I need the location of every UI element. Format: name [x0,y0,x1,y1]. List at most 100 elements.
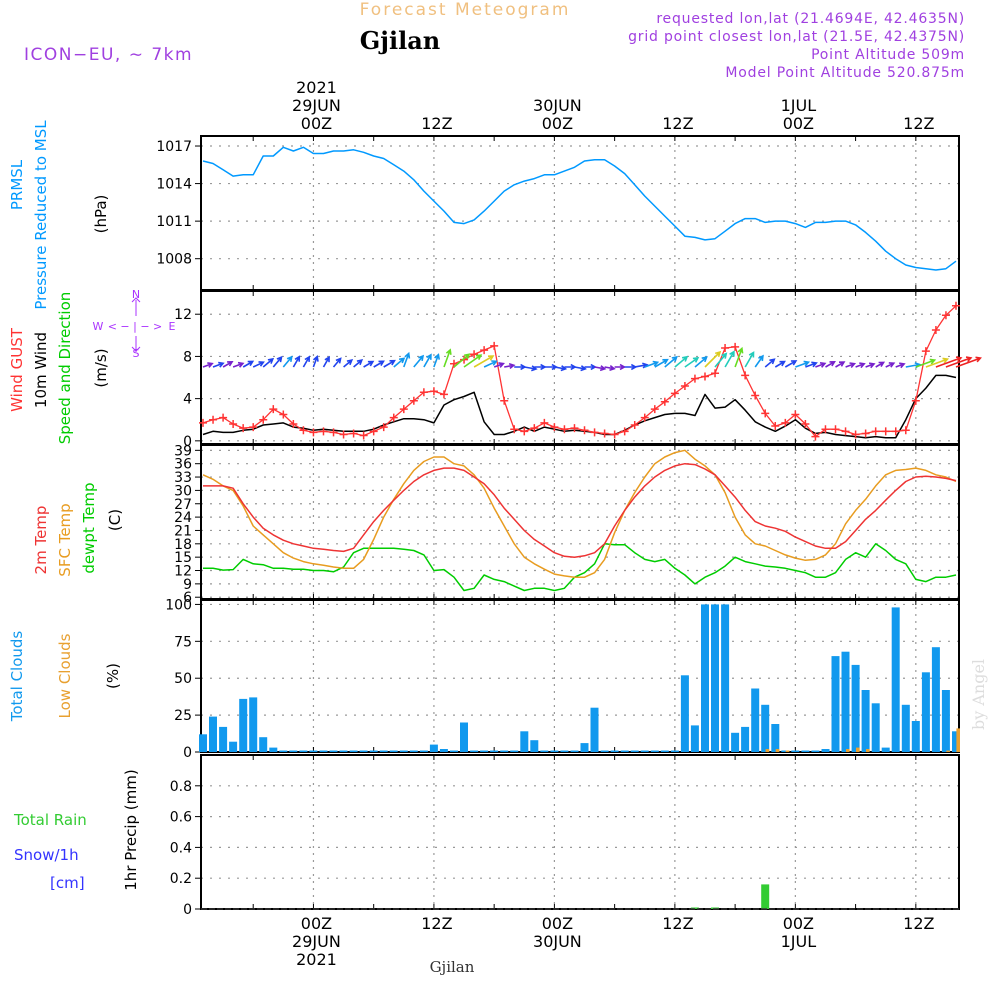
y-tick-label: 6 [183,590,192,606]
wind-direction-arrow [493,362,505,368]
gust-marker [209,415,218,424]
total-cloud-bar [600,750,609,752]
total-cloud-bar [721,604,730,752]
time-tick-label: 2021 [296,78,337,97]
gust-label: Wind GUST [8,327,26,412]
compass-south: S [133,347,140,360]
low-clouds-label: Low Clouds [56,633,74,718]
time-tick-label: 00Z [542,114,573,133]
wind-direction-arrow [433,353,440,368]
gust-marker [650,405,659,414]
wind-direction-arrow [222,360,234,368]
wind-direction-arrow [795,360,811,368]
y-tick-label: 25 [174,708,192,724]
gust-marker [901,426,910,435]
total-cloud-bar [911,721,920,752]
y-tick-label: 21 [174,523,192,539]
compass-north: N [132,288,140,301]
low-cloud-bar [856,747,860,752]
wind-direction-arrow [764,358,776,368]
wind-speed-line [202,374,957,439]
total-cloud-bar [781,750,790,752]
time-tick-label: 1JUL [781,932,817,951]
gust-marker [259,415,268,424]
clouds-unit: (%) [104,663,122,689]
time-tick-label: 00Z [783,114,814,133]
wind-direction-arrow [423,353,432,368]
wind-direction-arrow [504,362,516,370]
credit-watermark: by Angel [969,659,988,730]
gust-marker [359,431,368,440]
total-cloud-bar [409,750,418,752]
wind-direction-arrow [232,361,245,368]
y-tick-label: 12 [174,307,192,323]
wind-label: 10m Wind [32,332,50,408]
gust-marker [690,374,699,383]
y-tick-label: 1014 [156,177,192,193]
point-altitude: Point Altitude 509m [811,47,965,63]
gust-marker [219,413,228,422]
total-cloud-bar [490,750,499,752]
wind-direction-arrow [945,356,973,368]
pressure-panel: 1008 1011 1014 1017 [156,135,960,291]
total-cloud-bar [319,750,328,752]
time-tick-label: 00Z [542,914,573,933]
gust-marker [470,350,479,359]
total-cloud-bar [329,750,338,752]
sfc-temp-line [202,449,957,578]
compass-west: W [93,320,104,333]
y-tick-label: 4 [183,392,192,408]
wind-direction-arrow [624,363,638,371]
wind-direction-arrow [202,362,214,368]
total-cloud-bar [620,750,629,752]
y-tick-label: 0 [183,434,192,450]
gust-marker [429,387,438,396]
total-cloud-bar [921,672,930,752]
total-cloud-bar [299,750,308,752]
wind-direction-arrow [252,361,265,368]
wind-direction-arrow [724,350,735,368]
gust-marker [299,426,308,435]
wind-direction-arrow [835,361,846,368]
rain-bar [761,884,770,909]
gust-marker [419,388,428,397]
gust-marker [751,391,760,400]
panel-frame [200,135,960,291]
wind-direction-arrow [594,365,607,372]
total-cloud-bar [821,749,830,752]
total-cloud-bar [450,750,458,752]
total-cloud-bar [399,750,408,752]
total-cloud-bar [761,704,770,752]
wind-direction-arrow [664,355,678,368]
gust-marker [600,429,609,438]
rain-label: Total Rain [13,811,87,829]
pressure-unit: (hPa) [92,195,110,234]
requested-point: requested lon,lat (21.4694E, 42.4635N) [656,11,965,27]
time-tick-label: 12Z [903,114,934,133]
gust-marker [540,418,549,427]
gust-marker [911,396,920,405]
compass-east: E [169,320,176,333]
gust-marker [480,346,489,355]
y-tick-label: 0.2 [170,871,192,887]
total-cloud-bar [239,698,248,752]
y-tick-label: 0 [183,745,192,761]
wind-direction-arrow [453,353,471,368]
total-cloud-bar [771,724,780,752]
total-cloud-bar [540,750,549,752]
time-tick-label: 2021 [296,950,337,969]
gust-marker [731,342,740,351]
gust-marker [309,428,318,437]
gust-marker [510,425,519,434]
wind-direction-arrow [383,359,396,368]
wind-direction-arrow [694,356,708,368]
wind-direction-arrow [845,362,857,369]
wind-direction-arrow [684,356,700,368]
total-cloud-bar [470,750,479,752]
total-cloud-bar [570,750,579,752]
total-cloud-bar [741,726,750,752]
wind-panel: 0 4 8 12 [174,290,982,450]
wind-direction-arrow [674,355,689,368]
wind-direction-arrow [292,355,301,368]
temp-2m-line [203,462,957,558]
